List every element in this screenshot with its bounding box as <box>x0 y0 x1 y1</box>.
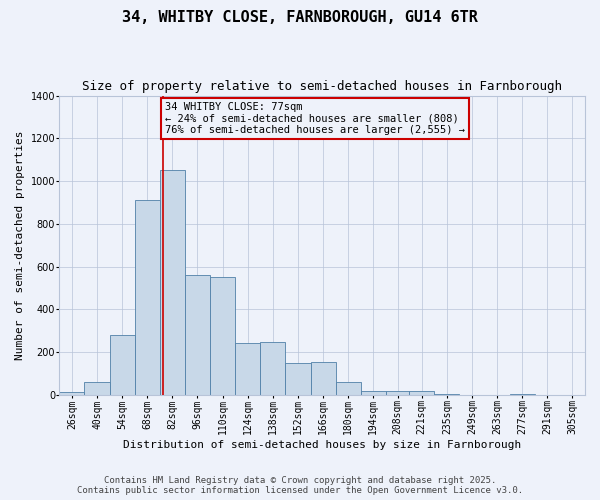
Bar <box>409 390 434 395</box>
Bar <box>509 394 535 395</box>
Text: 34 WHITBY CLOSE: 77sqm
← 24% of semi-detached houses are smaller (808)
76% of se: 34 WHITBY CLOSE: 77sqm ← 24% of semi-det… <box>165 102 465 135</box>
Bar <box>434 394 460 395</box>
Bar <box>210 278 235 395</box>
Title: Size of property relative to semi-detached houses in Farnborough: Size of property relative to semi-detach… <box>82 80 562 93</box>
Bar <box>160 170 185 395</box>
Bar <box>134 200 160 395</box>
Y-axis label: Number of semi-detached properties: Number of semi-detached properties <box>15 130 25 360</box>
Bar <box>110 335 134 395</box>
Bar <box>335 382 361 395</box>
Bar <box>185 275 210 395</box>
Bar <box>260 342 286 395</box>
Bar <box>386 390 409 395</box>
Bar <box>59 392 85 395</box>
Text: Contains HM Land Registry data © Crown copyright and database right 2025.
Contai: Contains HM Land Registry data © Crown c… <box>77 476 523 495</box>
Bar <box>85 382 110 395</box>
X-axis label: Distribution of semi-detached houses by size in Farnborough: Distribution of semi-detached houses by … <box>123 440 521 450</box>
Bar <box>286 363 311 395</box>
Bar <box>361 390 386 395</box>
Bar <box>311 362 335 395</box>
Text: 34, WHITBY CLOSE, FARNBOROUGH, GU14 6TR: 34, WHITBY CLOSE, FARNBOROUGH, GU14 6TR <box>122 10 478 25</box>
Bar <box>235 342 260 395</box>
